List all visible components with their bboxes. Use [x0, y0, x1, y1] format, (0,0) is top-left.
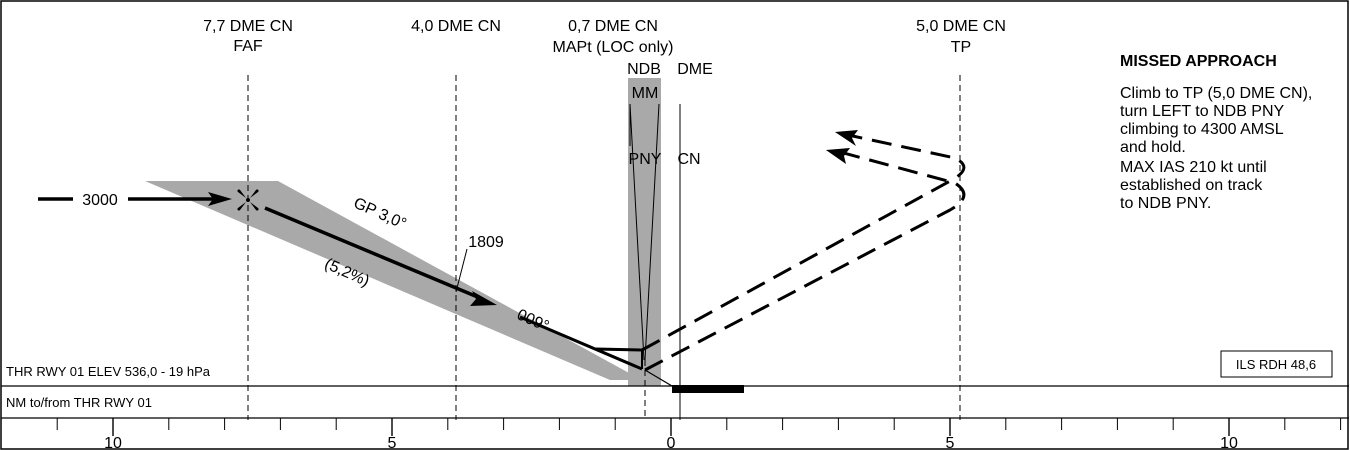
mm-label: MM [632, 85, 659, 102]
missed-approach-line: Climb to TP (5,0 DME CN), [1120, 85, 1312, 102]
fix-label-mapt-dme: 0,7 DME CN [568, 18, 658, 35]
final-approach-track [264, 206, 481, 300]
missed-approach-path-upper [641, 133, 966, 352]
arrow-head [470, 291, 497, 306]
missed-approach-line: MAX IAS 210 kt until [1120, 159, 1267, 176]
missed-approach-title: MISSED APPROACH [1120, 53, 1277, 70]
arrow-head [826, 148, 850, 164]
mm-shaded-band [628, 78, 661, 386]
runway-bar [672, 385, 744, 393]
fix-label-tp: TP [951, 39, 971, 56]
missed-approach-line: to NDB PNY. [1120, 195, 1211, 212]
ndb-label: NDB [627, 61, 661, 78]
mapt-level-segment [595, 347, 643, 352]
crossing-altitude-label: 1809 [468, 234, 504, 251]
threshold-info: THR RWY 01 ELEV 536,0 - 19 hPa [6, 364, 211, 379]
ndb-ident-label: PNY [629, 151, 662, 168]
faf-symbol-icon [237, 189, 259, 211]
missed-approach-line: and hold. [1120, 139, 1186, 156]
altitude-label: 3000 [82, 192, 118, 209]
final-to-threshold [644, 369, 673, 387]
fix-label-faf: FAF [233, 38, 263, 55]
rdh-label: ILS RDH 48,6 [1236, 357, 1316, 372]
arrow-head [835, 130, 858, 146]
scale-tick-label: 5 [388, 435, 397, 450]
fix-label-4dme: 4,0 DME CN [411, 18, 501, 35]
mm-fan-line-left [629, 103, 645, 361]
scale-tick-label: 0 [667, 435, 676, 450]
crossing-altitude-leader [455, 248, 468, 293]
scale-tick-label: 5 [946, 435, 955, 450]
scale-tick-label: 10 [104, 435, 122, 450]
distance-scale [56, 418, 1342, 436]
missed-approach-path-lower [644, 150, 966, 372]
scale-label: NM to/from THR RWY 01 [6, 395, 152, 410]
mm-fan-line-right [644, 103, 660, 361]
fix-label-tp-dme: 5,0 DME CN [916, 18, 1006, 35]
dme-label: DME [677, 61, 713, 78]
fix-label-mapt: MAPt (LOC only) [553, 39, 674, 56]
final-approach-track-lower [519, 315, 643, 371]
dme-ident-label: CN [677, 151, 700, 168]
missed-approach-line: established on track [1120, 177, 1263, 194]
missed-approach-line: climbing to 4300 AMSL [1120, 121, 1284, 138]
glidepath-shaded-area [145, 181, 642, 380]
arrow-head [208, 192, 232, 206]
missed-approach-line: turn LEFT to NDB PNY [1120, 103, 1285, 120]
scale-tick-label: 10 [1220, 435, 1238, 450]
rdh-box [1220, 350, 1333, 378]
fix-label-faf-dme: 7,7 DME CN [203, 18, 293, 35]
